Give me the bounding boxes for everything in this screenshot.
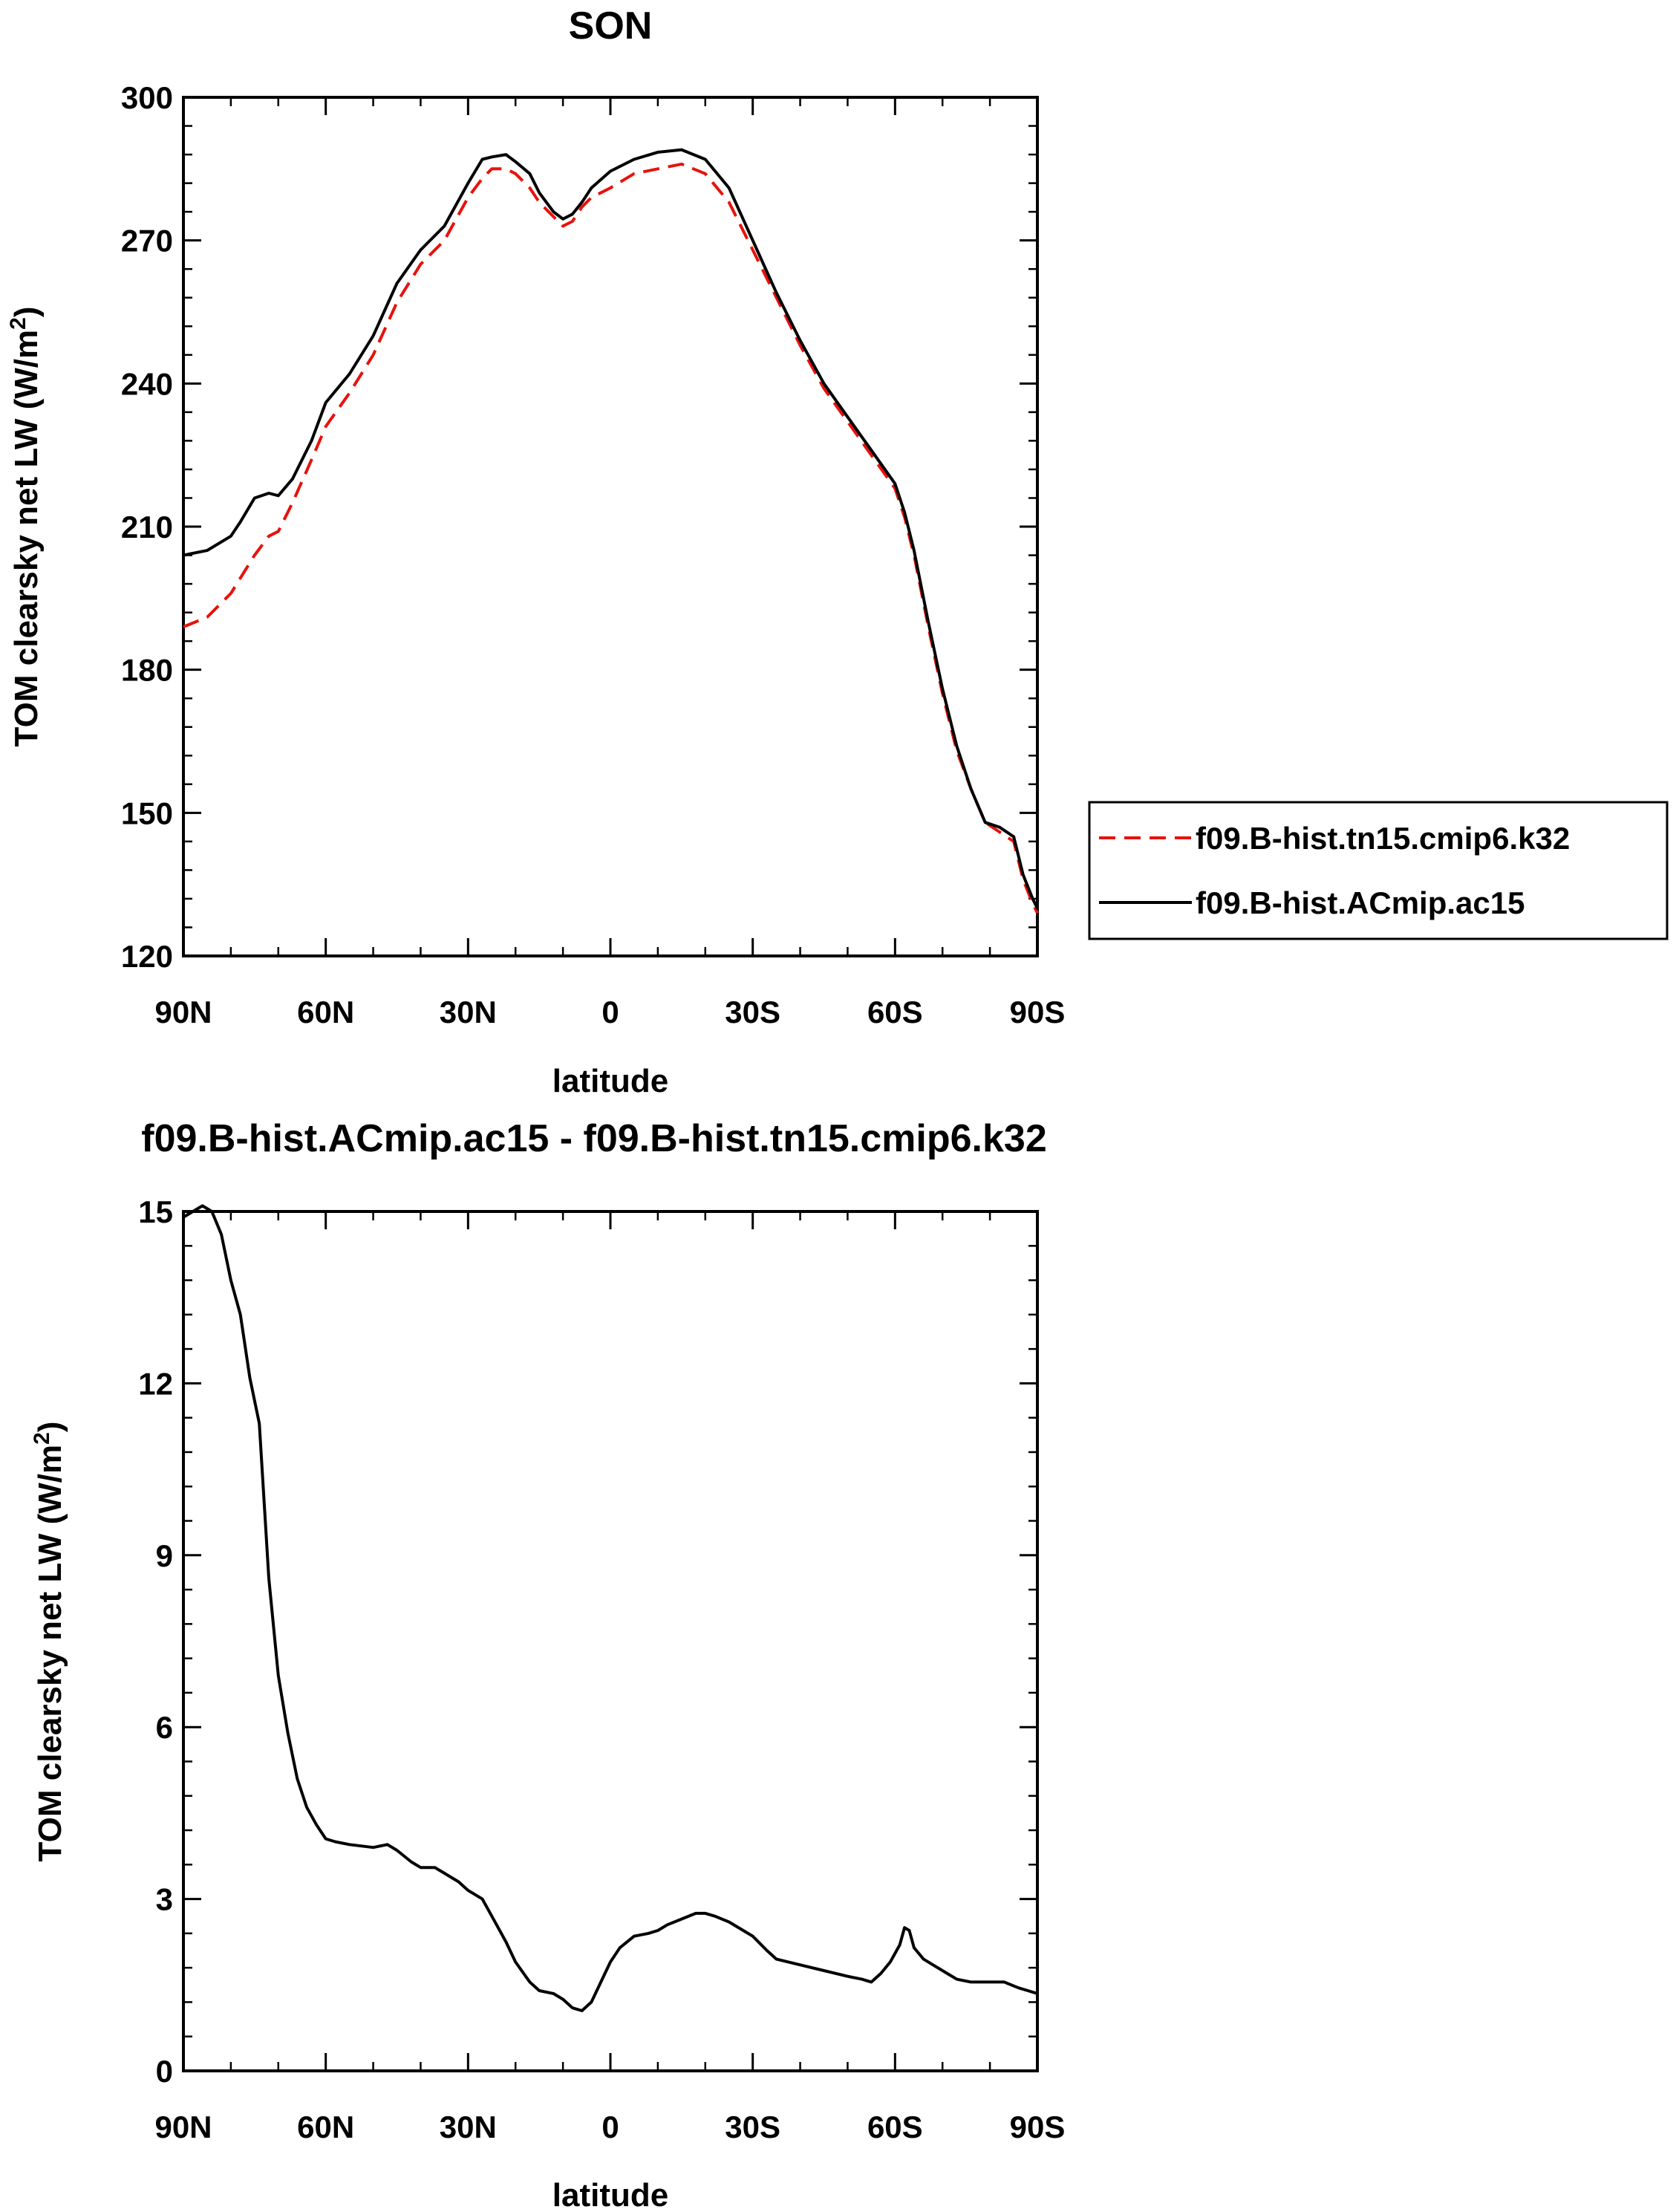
y-tick-label: 270: [121, 224, 173, 258]
y-tick-label: 210: [121, 510, 173, 544]
y-tick-label: 6: [156, 1710, 173, 1745]
top-y-axis-label: TOM clearsky net LW (W/m2): [6, 307, 45, 747]
y-tick-label: 0: [156, 2054, 173, 2089]
legend-box: [1088, 801, 1669, 940]
series-line-acmip: [182, 148, 1039, 910]
x-tick-label: 30N: [440, 2109, 497, 2144]
y-tick-label: 15: [138, 1194, 173, 1229]
x-tick-label: 90S: [1010, 2109, 1066, 2144]
bottom-x-axis-label: latitude: [552, 2177, 668, 2212]
top-series-group: [182, 148, 1039, 914]
panel-difference: f09.B-hist.ACmip.ac15 - f09.B-hist.tn15.…: [30, 1117, 1066, 2212]
x-tick-label: 30S: [725, 2109, 780, 2144]
chart-title: SON: [569, 4, 653, 48]
top-x-tick-labels: 90N 60N 30N 0 30S 60S 90S: [154, 995, 1065, 1029]
y-tick-label: 180: [121, 653, 173, 688]
bottom-x-tick-labels: 90N 60N 30N 0 30S 60S 90S: [154, 2109, 1065, 2144]
x-tick-label: 30S: [725, 995, 780, 1029]
series-line-difference: [182, 1204, 1039, 2012]
x-tick-label: 0: [601, 995, 619, 1029]
top-plot-frame: [182, 96, 1039, 957]
legend-label-acmip: f09.B-hist.ACmip.ac15: [1196, 885, 1525, 920]
x-tick-label: 0: [601, 2109, 619, 2144]
x-tick-label: 90N: [154, 995, 212, 1029]
y-tick-label: 150: [121, 796, 173, 830]
legend-label-tn15: f09.B-hist.tn15.cmip6.k32: [1196, 821, 1570, 856]
x-tick-label: 90N: [154, 2109, 212, 2144]
y-tick-label: 3: [156, 1882, 173, 1917]
panel-son: SON 120 150 180 210 240 270 300 90N 60N 30N 0 30S 6…: [6, 4, 1669, 1099]
x-tick-label: 90S: [1010, 995, 1066, 1029]
x-tick-label: 60N: [297, 2109, 354, 2144]
x-tick-label: 60N: [297, 995, 354, 1029]
y-tick-label: 120: [121, 939, 173, 974]
legend: f09.B-hist.tn15.cmip6.k32 f09.B-hist.ACm…: [1088, 801, 1669, 940]
top-x-axis-label: latitude: [552, 1063, 668, 1099]
difference-title: f09.B-hist.ACmip.ac15 - f09.B-hist.tn15.…: [141, 1117, 1047, 1160]
y-tick-label: 9: [156, 1538, 173, 1573]
x-tick-label: 60S: [867, 995, 923, 1029]
x-tick-label: 30N: [440, 995, 497, 1029]
bottom-plot-frame: [182, 1210, 1039, 2072]
bottom-y-tick-labels: 0 3 6 9 12 15: [138, 1194, 173, 2089]
y-tick-label: 300: [121, 80, 173, 115]
bottom-series-group: [182, 1204, 1039, 2012]
y-tick-label: 12: [138, 1366, 173, 1401]
x-tick-label: 60S: [867, 2109, 923, 2144]
bottom-y-axis-label: TOM clearsky net LW (W/m2): [30, 1422, 69, 1862]
y-tick-label: 240: [121, 366, 173, 401]
top-y-tick-labels: 120 150 180 210 240 270 300: [121, 80, 173, 974]
